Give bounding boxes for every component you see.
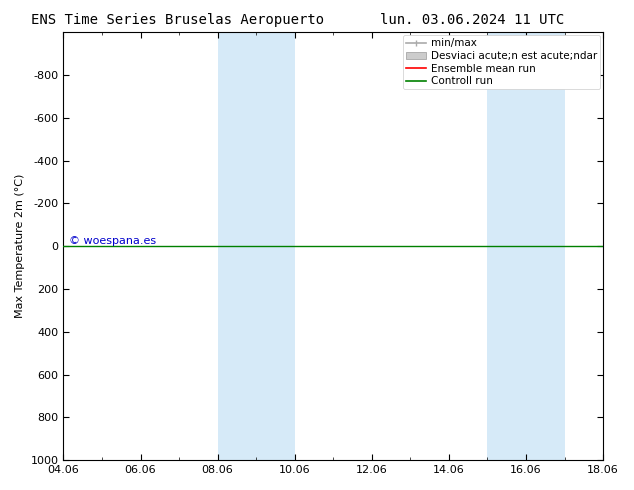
Legend: min/max, Desviaci acute;n est acute;ndar, Ensemble mean run, Controll run: min/max, Desviaci acute;n est acute;ndar… xyxy=(403,35,600,89)
Bar xyxy=(488,32,526,460)
Bar xyxy=(217,32,256,460)
Bar xyxy=(526,32,564,460)
Bar xyxy=(256,32,295,460)
Text: lun. 03.06.2024 11 UTC: lun. 03.06.2024 11 UTC xyxy=(380,13,564,27)
Y-axis label: Max Temperature 2m (°C): Max Temperature 2m (°C) xyxy=(15,174,25,318)
Text: © woespana.es: © woespana.es xyxy=(69,236,156,246)
Text: ENS Time Series Bruselas Aeropuerto: ENS Time Series Bruselas Aeropuerto xyxy=(31,13,324,27)
